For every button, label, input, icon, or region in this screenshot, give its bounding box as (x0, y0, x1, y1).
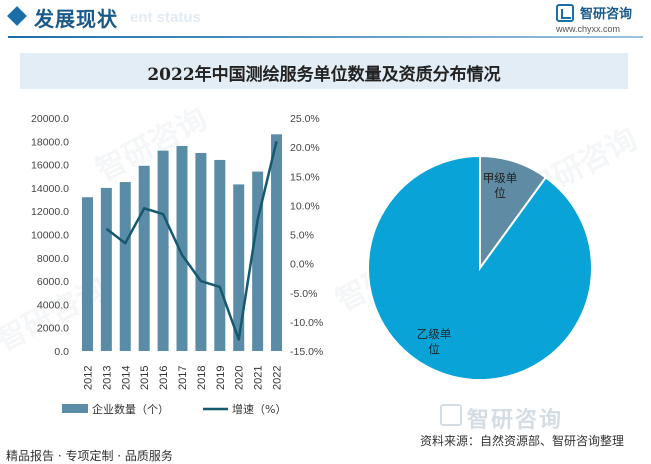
y-left-tick-label: 20000.0 (31, 113, 69, 125)
header-divider (8, 36, 643, 38)
bar (157, 150, 169, 351)
x-tick-label: 2017 (177, 366, 189, 390)
footer-logo-text: 智研咨询 (467, 408, 564, 433)
y-left-tick-label: 8000.0 (37, 253, 69, 265)
pie-label: 乙级单位 (417, 327, 452, 356)
bar (119, 182, 131, 351)
x-tick-label: 2015 (139, 366, 151, 390)
brand-url: www.chyxx.com (556, 24, 621, 34)
legend-line-label: 增速（%） (232, 402, 286, 416)
y-left-tick-label: 18000.0 (31, 136, 69, 148)
y-left-tick-label: 4000.0 (37, 299, 69, 311)
y-left-tick-label: 0.0 (54, 346, 69, 358)
y-right-tick-label: 0.0% (290, 259, 314, 271)
section-title: 发展现状 (34, 7, 118, 31)
pie-slice (367, 154, 593, 381)
y-right-tick-label: -15.0% (290, 346, 323, 358)
x-tick-label: 2018 (196, 366, 208, 390)
x-tick-label: 2016 (158, 366, 170, 390)
y-left-tick-label: 2000.0 (37, 323, 69, 335)
legend-bar-swatch (62, 404, 88, 413)
footer-tagline: 精品报告 · 专项定制 · 品质服务 (6, 449, 173, 463)
brand-logo-icon (556, 4, 574, 22)
chart-title: 2022年中国测绘服务单位数量及资质分布情况 (147, 65, 501, 85)
y-left-tick-label: 10000.0 (31, 230, 69, 242)
x-tick-label: 2013 (101, 366, 113, 390)
bar (214, 159, 226, 351)
y-left-tick-label: 12000.0 (31, 206, 69, 218)
header: ent status 发展现状 智研咨询 www.chyxx.com (0, 0, 651, 34)
y-right-tick-label: 15.0% (290, 171, 320, 183)
y-right-tick-label: 5.0% (290, 230, 314, 242)
chart-title-bar: 2022年中国测绘服务单位数量及资质分布情况 (20, 53, 628, 89)
source-note: 资料来源：自然资源部、智研咨询整理 (420, 434, 625, 448)
bar (81, 197, 93, 351)
y-left-tick-label: 6000.0 (37, 276, 69, 288)
x-tick-label: 2021 (253, 366, 265, 390)
x-tick-label: 2012 (82, 366, 94, 390)
bar (195, 152, 207, 351)
y-right-tick-label: -10.0% (290, 317, 323, 329)
bar (176, 145, 188, 351)
bar (138, 165, 150, 351)
x-tick-label: 2014 (120, 366, 132, 390)
legend-bar-label: 企业数量（个） (92, 402, 169, 416)
y-left-tick-label: 16000.0 (31, 160, 69, 172)
bar (100, 187, 112, 351)
bar (271, 134, 283, 351)
y-left-tick-label: 14000.0 (31, 183, 69, 195)
bar (252, 171, 264, 351)
footer-logo-icon (440, 404, 462, 426)
y-right-tick-label: 20.0% (290, 142, 320, 154)
section-ghost-text: ent status (130, 9, 201, 26)
x-tick-label: 2019 (215, 366, 227, 390)
x-tick-label: 2020 (234, 366, 246, 390)
y-right-tick-label: 25.0% (290, 113, 320, 125)
y-right-tick-label: 10.0% (290, 200, 320, 212)
x-tick-label: 2022 (272, 366, 284, 390)
y-right-tick-label: -5.0% (290, 288, 317, 300)
growth-line (105, 141, 278, 341)
bar (233, 184, 245, 351)
brand-name: 智研咨询 (580, 7, 633, 22)
pie-label: 甲级单位 (483, 171, 518, 200)
